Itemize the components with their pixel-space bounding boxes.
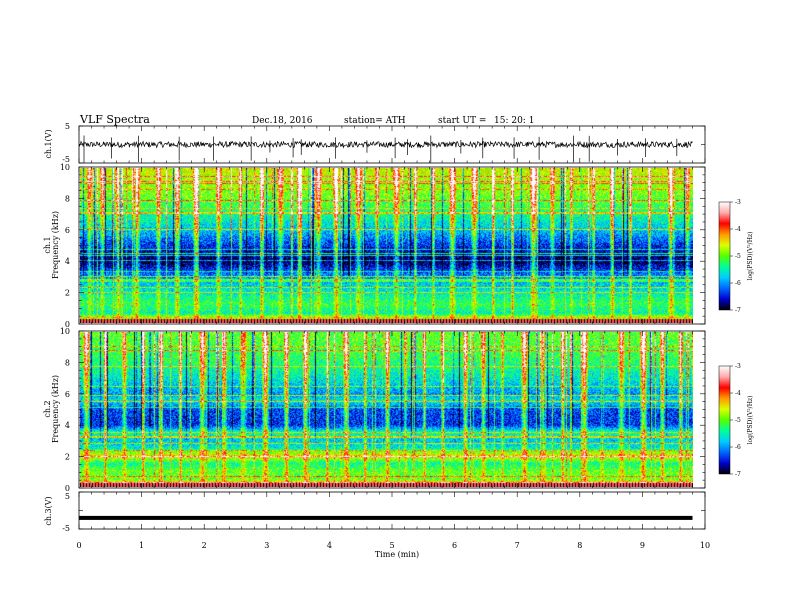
freq-tick-label: 8 (65, 358, 70, 367)
ch2-spectrogram-image (80, 332, 693, 487)
freq-tick-label: 10 (60, 327, 70, 336)
ch2-spec-ytick-labels: 0 2 4 6 8 10 (60, 327, 70, 493)
freq-tick-label: 4 (65, 257, 70, 266)
ch1-ylabel: ch.1(V) (44, 129, 53, 158)
time-tick-label: 2 (202, 541, 207, 550)
time-tick-label: 8 (577, 541, 582, 550)
time-tick-label: 4 (327, 541, 332, 550)
colorbar-tick-label: -4 (735, 390, 741, 397)
ch1-axis-ticks (78, 125, 706, 164)
colorbar-tick-label: -5 (735, 417, 741, 424)
ch2-colorbar-label: log(PSD)(V²/Hz) (747, 396, 754, 445)
freq-tick-label: 0 (65, 484, 70, 493)
ch3-trace-band (79, 515, 693, 520)
freq-tick-label: 4 (65, 421, 70, 430)
time-tick-label: 7 (515, 541, 520, 550)
colorbar-tick-label: -3 (735, 199, 741, 206)
freq-tick-label: 0 (65, 320, 70, 329)
ch1-spec-axis-ticks (78, 166, 706, 325)
colorbar-tick-label: -5 (735, 253, 741, 260)
header-start-time: 15: 20: 1 (494, 116, 534, 126)
ch2-colorbar: -3 -4 -5 -6 -7 log(PSD)(V²/Hz) (718, 363, 754, 478)
ch3-ylabel: ch.3(V) (44, 496, 53, 525)
time-tick-label: 6 (452, 541, 457, 550)
header-station: station= ATH (344, 116, 406, 126)
ch2-spec-axis-ticks (78, 330, 706, 489)
freq-tick-label: 10 (60, 163, 70, 172)
ch1-spec-ylabel-freq: Frequency (kHz) (51, 211, 60, 279)
ch1-waveform-panel: 5 -5 ch.1(V) (44, 122, 706, 164)
header-start-label: start UT = (438, 116, 486, 126)
time-tick-label: 0 (76, 541, 81, 550)
colorbar-tick-label: -6 (735, 444, 741, 451)
colorbar-tick-label: -4 (735, 226, 741, 233)
ch1-ytick-bottom: -5 (62, 155, 70, 164)
ch1-colorbar-ticks: -3 -4 -5 -6 -7 (730, 199, 741, 314)
freq-tick-label: 6 (65, 226, 70, 235)
ch3-ytick-bottom: -5 (62, 524, 70, 533)
freq-tick-label: 8 (65, 194, 70, 203)
ch1-waveform-trace (78, 135, 693, 163)
figure-title: VLF Spectra (79, 113, 150, 126)
ch1-colorbar-label: log(PSD)(V²/Hz) (747, 232, 754, 281)
ch2-spec-ylabel-channel: ch.2 (43, 400, 52, 417)
time-tick-label: 9 (640, 541, 645, 550)
ch3-waveform-panel: 5 -5 ch.3(V) 0 1 2 3 4 5 6 7 8 9 10 Time (min) (44, 491, 710, 559)
freq-tick-label: 2 (65, 289, 70, 298)
time-tick-label: 3 (264, 541, 269, 550)
time-tick-label: 10 (700, 541, 710, 550)
ch2-colorbar-ticks: -3 -4 -5 -6 -7 (730, 363, 741, 478)
freq-tick-label: 2 (65, 453, 70, 462)
header-date: Dec.18, 2016 (252, 116, 313, 126)
ch3-axis-ticks (78, 491, 706, 530)
colorbar-tick-label: -6 (735, 280, 741, 287)
ch1-spectrogram-panel: 0 2 4 6 8 10 ch.1 Frequency (kHz) (43, 163, 706, 329)
time-axis-label: Time (min) (375, 550, 419, 559)
colorbar-tick-label: -3 (735, 363, 741, 370)
colorbar-tick-label: -7 (735, 307, 741, 314)
ch1-spectrogram-image (80, 168, 693, 323)
ch3-waveform-trace (79, 515, 693, 520)
ch1-colorbar: -3 -4 -5 -6 -7 log(PSD)(V²/Hz) (718, 199, 754, 314)
ch3-ytick-top: 5 (65, 492, 70, 501)
ch2-spec-ylabel-freq: Frequency (kHz) (51, 375, 60, 443)
ch1-spec-ytick-labels: 0 2 4 6 8 10 (60, 163, 70, 329)
ch1-trace-line (78, 140, 693, 149)
time-axis-tick-labels: 0 1 2 3 4 5 6 7 8 9 10 (76, 541, 710, 550)
ch1-spec-ylabel-channel: ch.1 (43, 236, 52, 253)
colorbar-tick-label: -7 (735, 471, 741, 478)
ch2-spectrogram-panel: 0 2 4 6 8 10 ch.2 Frequency (kHz) (43, 327, 706, 493)
freq-tick-label: 6 (65, 390, 70, 399)
time-tick-label: 5 (389, 541, 394, 550)
ch1-ytick-top: 5 (65, 122, 70, 131)
time-tick-label: 1 (139, 541, 144, 550)
